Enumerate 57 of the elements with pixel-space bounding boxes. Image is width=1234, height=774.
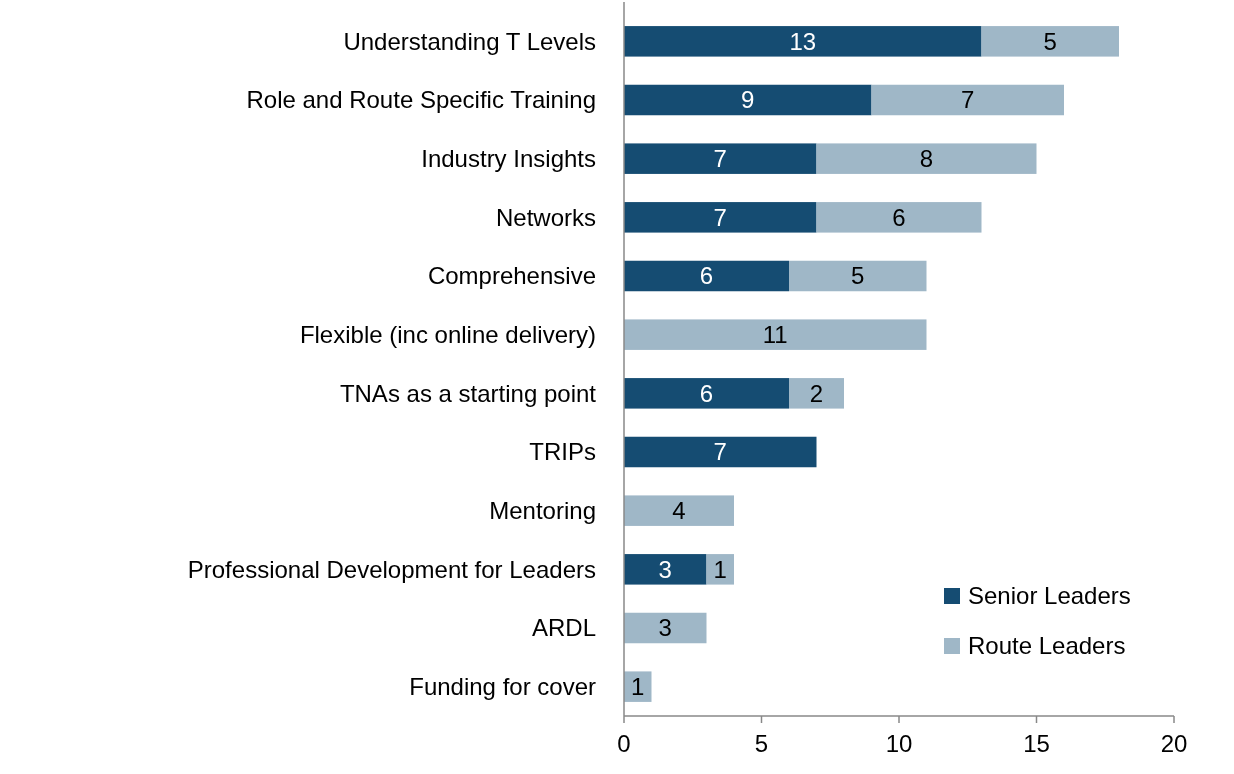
bar — [624, 143, 817, 174]
y-tick-label: TNAs as a starting point — [339, 379, 597, 407]
legend-label: Route Leaders — [968, 632, 1126, 660]
data-label: 9 — [741, 86, 755, 114]
data-label: 7 — [713, 438, 727, 466]
data-label: 5 — [1043, 27, 1057, 55]
bar — [624, 436, 817, 468]
x-tick-label: 0 — [617, 730, 631, 757]
data-label: 7 — [713, 203, 727, 231]
y-tick-label: Flexible (inc online delivery) — [299, 321, 596, 349]
y-tick-label: Role and Route Specific Training — [246, 86, 596, 114]
y-tick-label: Understanding T Levels — [343, 27, 596, 55]
bar — [624, 84, 872, 116]
bar — [624, 26, 982, 57]
data-label: 11 — [762, 321, 788, 349]
data-label: 6 — [699, 262, 714, 290]
data-label: 3 — [658, 555, 672, 583]
data-label: 3 — [658, 614, 672, 642]
y-tick-label: ARDL — [531, 614, 596, 642]
data-label: 13 — [789, 27, 817, 55]
bar — [624, 260, 789, 292]
bar — [816, 143, 1037, 174]
bar — [706, 554, 734, 585]
y-tick-label: Industry Insights — [421, 145, 596, 173]
y-tick-label: Networks — [495, 203, 596, 231]
data-label: 1 — [631, 673, 645, 701]
bar — [624, 671, 652, 702]
legend-label: Senior Leaders — [968, 582, 1131, 610]
y-tick-label: Comprehensive — [427, 262, 596, 290]
bar — [624, 319, 927, 350]
bar — [789, 378, 844, 409]
bar — [624, 202, 817, 233]
bar — [981, 26, 1119, 57]
data-label: 4 — [672, 497, 686, 525]
y-tick-label: Funding for cover — [409, 673, 596, 701]
y-tick-label: Professional Development for Leaders — [187, 555, 596, 583]
bar — [789, 260, 927, 292]
bar — [624, 378, 789, 409]
x-tick-label: 15 — [1023, 730, 1050, 757]
data-label: 6 — [699, 379, 714, 407]
bar — [871, 84, 1064, 116]
bar — [624, 554, 707, 585]
y-tick-label: TRIPs — [529, 438, 596, 466]
data-label: 7 — [713, 145, 727, 173]
bar — [624, 612, 707, 644]
data-label: 8 — [919, 145, 934, 173]
bar — [816, 202, 982, 233]
x-tick-label: 5 — [754, 730, 769, 757]
data-label: 1 — [713, 555, 727, 583]
data-label: 7 — [961, 86, 975, 114]
y-tick-label: Mentoring — [489, 497, 596, 525]
x-tick-label: 10 — [885, 730, 913, 757]
bar — [624, 495, 734, 526]
data-label: 2 — [809, 379, 824, 407]
x-tick-label: 20 — [1160, 730, 1188, 757]
data-label: 5 — [851, 262, 865, 290]
data-label: 6 — [892, 203, 906, 231]
